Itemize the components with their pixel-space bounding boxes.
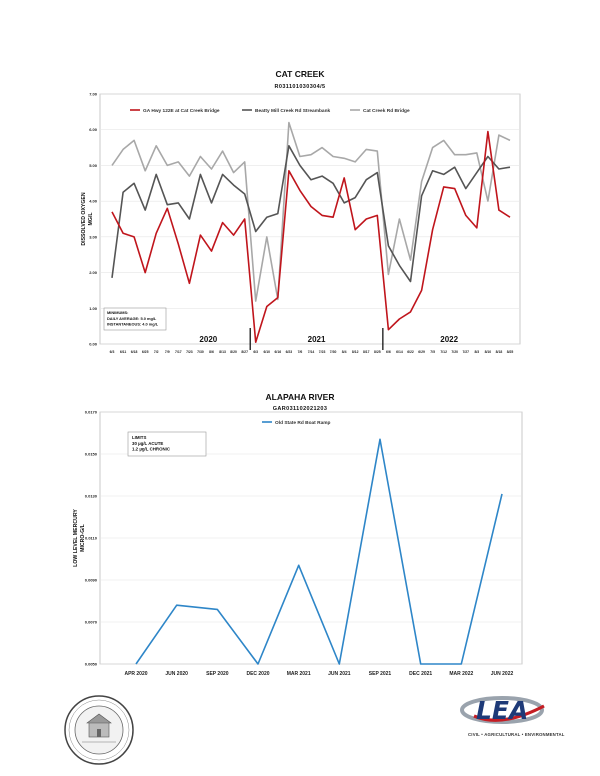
y-tick-label: 5.00 xyxy=(89,163,98,168)
lowndes-county-seal xyxy=(64,695,134,765)
x-tick-label: 6/11 xyxy=(120,350,127,354)
series-line xyxy=(135,438,503,665)
x-tick-label: 8/12 xyxy=(352,350,359,354)
series-line xyxy=(111,130,511,344)
x-tick-label: 8/18 xyxy=(496,350,503,354)
x-tick-label: 7/2 xyxy=(154,350,159,354)
cat-creek-chart: CAT CREEK R031101030304/5 0.00 1.00 2.00 3.00… xyxy=(81,69,521,354)
y-tick-label: 7.00 xyxy=(89,92,98,97)
y-tick-label: 0.0090 xyxy=(85,578,98,583)
y-axis-label-line-2: MICRO-G/L xyxy=(80,523,86,551)
x-tick-label: 7/27 xyxy=(462,350,469,354)
x-tick-label: 8/17 xyxy=(363,350,370,354)
chart-subtitle: GAR031102021203 xyxy=(273,406,328,412)
x-tick-label: 7/17 xyxy=(175,350,182,354)
x-tick-label: 6/3 xyxy=(110,350,115,354)
y-axis-label: DISSOLVED OXYGENMG/L xyxy=(81,192,94,245)
lea-logo-text: LEA xyxy=(476,696,528,725)
x-tick-label: 8/10 xyxy=(485,350,492,354)
year-label: 2021 xyxy=(308,335,326,344)
y-tick-label: 0.0170 xyxy=(85,410,98,415)
lea-logo-subtitle: CIVIL • AGRICULTURAL • ENVIRONMENTAL xyxy=(468,732,565,737)
y-axis-label-line-1: DISSOLVED OXYGEN xyxy=(81,192,87,245)
chart-subtitle: R031101030304/5 xyxy=(275,84,326,90)
x-tick-label: 6/22 xyxy=(407,350,414,354)
alapaha-river-chart: ALAPAHA RIVER GAR031102021203 0.0050 0.0070… xyxy=(73,392,523,677)
y-tick-label: 0.0050 xyxy=(85,662,98,667)
x-tick-label: 7/30 xyxy=(197,350,204,354)
y-axis-label-line-2: MG/L xyxy=(88,212,94,226)
x-tick-label: DEC 2020 xyxy=(246,671,269,677)
x-tick-label: 6/16 xyxy=(275,350,282,354)
y-tick-label: 4.00 xyxy=(89,199,98,204)
legend-entry: Beatty Mill Creek Rd Streambank xyxy=(255,108,331,114)
limits-title: LIMITS xyxy=(132,435,146,440)
x-tick-label: 8/3 xyxy=(474,350,479,354)
y-axis-label-line-1: LOW LEVEL MERCURY xyxy=(73,509,79,567)
y-tick-label: 2.00 xyxy=(89,270,98,275)
y-axis-label: LOW LEVEL MERCURYMICRO-G/L xyxy=(73,509,86,567)
x-tick-label: JUN 2020 xyxy=(165,671,188,677)
x-tick-label: JUN 2021 xyxy=(328,671,351,677)
x-tick-label: 8/25 xyxy=(507,350,514,354)
x-tick-label: SEP 2020 xyxy=(206,671,229,677)
legend-entry: GA Hwy 122E at Cat Creek Bridge xyxy=(143,108,220,114)
x-tick-label: 8/25 xyxy=(374,350,381,354)
series-line xyxy=(111,145,511,283)
x-tick-label: 7/23 xyxy=(186,350,193,354)
x-tick-label: 7/30 xyxy=(330,350,337,354)
chart-title: CAT CREEK xyxy=(276,69,326,79)
x-tick-label: 6/3 xyxy=(253,350,258,354)
y-tick-label: 0.00 xyxy=(89,342,98,347)
minimums-title: MINIMUMS: xyxy=(107,310,128,315)
x-tick-label: 6/25 xyxy=(142,350,149,354)
x-tick-label: 6/23 xyxy=(286,350,293,354)
year-label: 2022 xyxy=(440,335,458,344)
x-tick-label: 6/6 xyxy=(386,350,391,354)
x-tick-label: 8/13 xyxy=(219,350,226,354)
limits-line: 30 µg/L ACUTE xyxy=(132,441,163,446)
series-line xyxy=(111,121,511,302)
x-tick-label: MAR 2021 xyxy=(287,671,311,677)
y-tick-label: 0.0110 xyxy=(85,536,98,541)
y-tick-label: 3.00 xyxy=(89,234,98,239)
x-tick-label: 6/14 xyxy=(396,350,403,354)
x-tick-label: DEC 2021 xyxy=(409,671,432,677)
x-tick-label: 8/6 xyxy=(209,350,214,354)
x-tick-label: 8/27 xyxy=(241,350,248,354)
y-tick-label: 0.0150 xyxy=(85,452,98,457)
minimums-line: INSTANTANEOUS: 4.0 mg/L xyxy=(107,322,159,327)
x-tick-label: 6/18 xyxy=(131,350,138,354)
legend-entry: Old State Rd Boat Ramp xyxy=(275,420,331,426)
x-tick-label: 6/29 xyxy=(418,350,425,354)
y-tick-label: 0.0130 xyxy=(85,494,98,499)
limits-line: 1.2 µg/L CHRONIC xyxy=(132,447,171,452)
x-tick-label: 7/14 xyxy=(308,350,315,354)
y-tick-label: 1.00 xyxy=(89,306,98,311)
x-tick-label: 7/12 xyxy=(440,350,447,354)
x-tick-label: JUN 2022 xyxy=(491,671,514,677)
x-tick-label: 6/10 xyxy=(263,350,270,354)
x-tick-label: 7/5 xyxy=(430,350,435,354)
y-tick-label: 6.00 xyxy=(89,127,98,132)
x-tick-label: 7/9 xyxy=(165,350,170,354)
legend-entry: Cat Creek Rd Bridge xyxy=(363,108,410,114)
x-tick-label: SEP 2021 xyxy=(369,671,392,677)
minimums-box xyxy=(103,307,167,331)
x-tick-label: 7/6 xyxy=(298,350,303,354)
limits-box xyxy=(127,431,207,457)
x-tick-label: 8/4 xyxy=(342,350,347,354)
x-tick-label: APR 2020 xyxy=(124,671,147,677)
x-tick-label: 8/20 xyxy=(230,350,237,354)
minimums-line: DAILY AVERAGE: 5.0 mg/L xyxy=(107,316,157,321)
x-tick-label: 7/20 xyxy=(451,350,458,354)
lea-logo: LEA xyxy=(460,696,545,725)
x-tick-label: 7/23 xyxy=(319,350,326,354)
y-tick-label: 0.0070 xyxy=(85,620,98,625)
chart-title: ALAPAHA RIVER xyxy=(266,392,335,402)
year-label: 2020 xyxy=(199,335,217,344)
x-tick-label: MAR 2022 xyxy=(449,671,473,677)
